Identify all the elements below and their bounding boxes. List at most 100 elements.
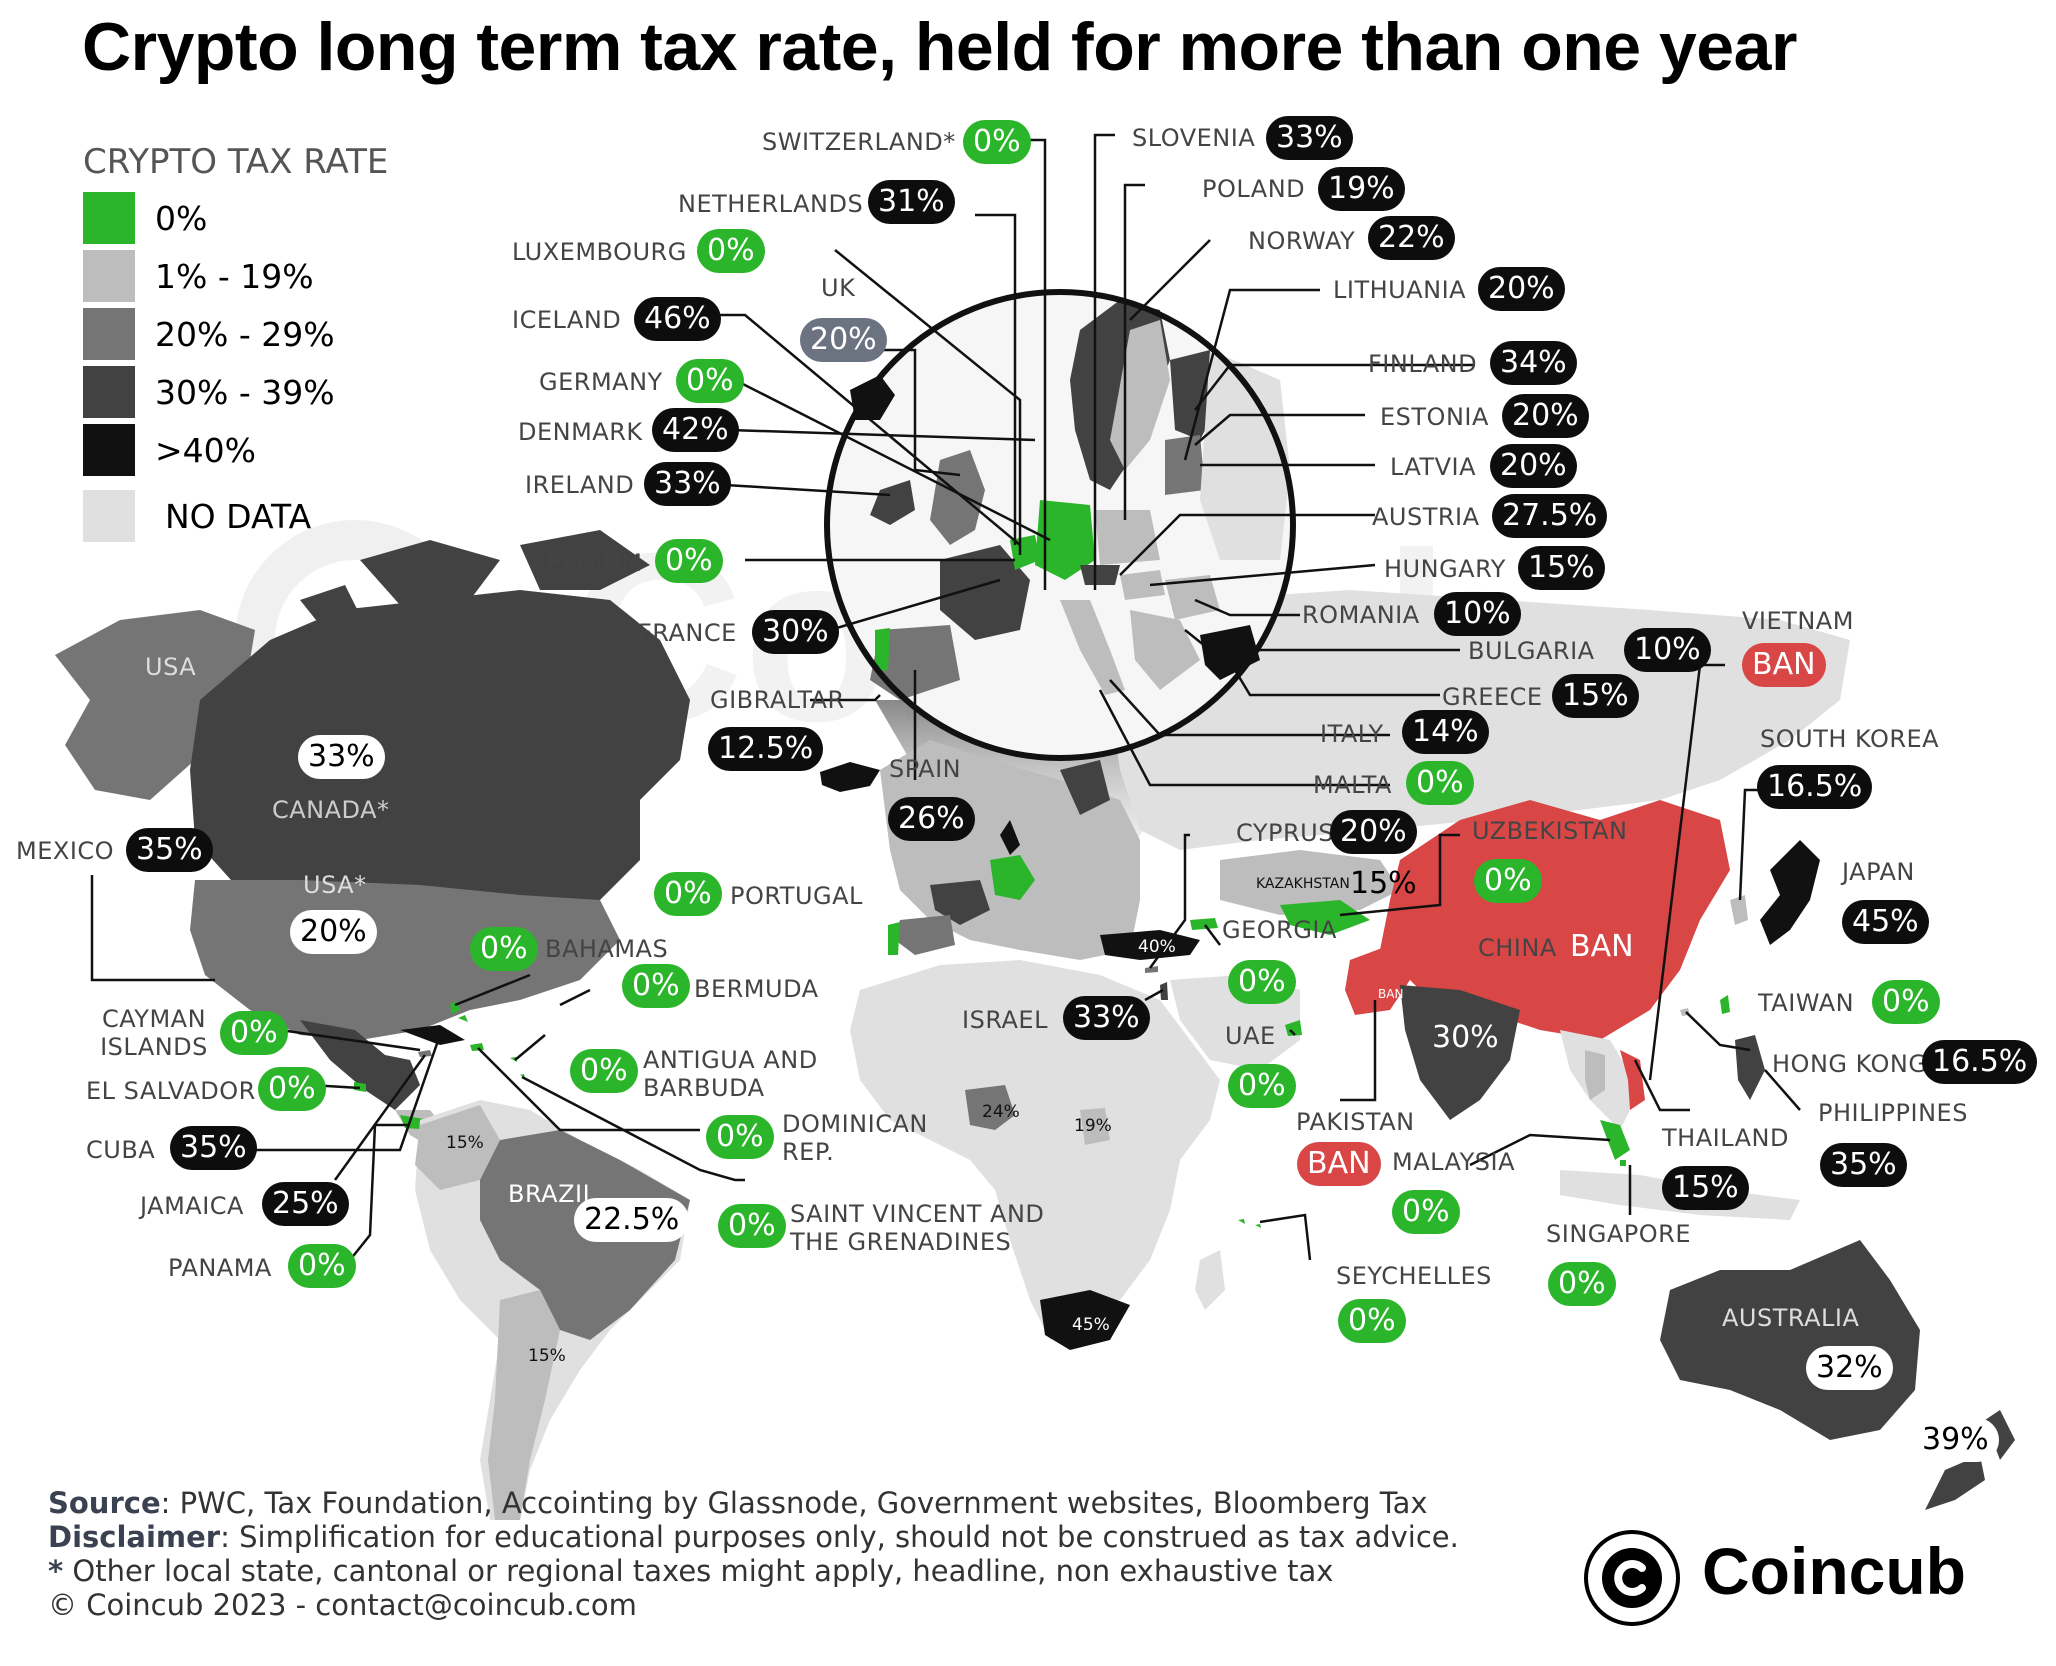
label-israel-name: ISRAEL [962,1006,1048,1034]
label-mexico-rate: 35% [126,828,213,872]
country-argentina [488,1290,560,1520]
label-antigua-name: ANTIGUA AND BARBUDA [643,1046,818,1102]
label-finland-name: FINLAND [1368,350,1478,378]
label-thailand-name: THAILAND [1662,1124,1789,1152]
label-georgia-rate: 0% [1228,960,1296,1004]
inset-romania [1165,575,1220,620]
legend-item-4: >40% [83,424,256,476]
country-nigeria [965,1085,1015,1130]
label-israel-rate: 33% [1063,996,1150,1040]
country-singapore [1620,1160,1626,1166]
label-cyprus-rate: 20% [1330,810,1417,854]
label-saint-vincent-name: SAINT VINCENT AND THE GRENADINES [790,1200,1045,1256]
label-spain-rate: 26% [888,797,975,841]
leader-denmark [729,428,1036,442]
label-saint-vincent-rate: 0% [718,1204,786,1248]
country-mexico [225,975,420,1110]
country-philippines [1735,1035,1765,1100]
footer-note-text: Other local state, cantonal or regional … [63,1554,1334,1588]
country-uae [1285,1020,1302,1036]
canada-islands [300,530,650,625]
country-china [1380,800,1730,1040]
region-africa [850,960,1220,1340]
leader-panama [349,1123,410,1261]
label-italy-name: ITALY [1320,720,1384,748]
leader-iceland [710,313,1021,546]
label-denmark-name: DENMARK [518,418,643,446]
legend-label: 30% - 39% [155,372,335,412]
footer-disclaimer-label: Disclaimer [48,1520,221,1554]
label-poland-rate: 19% [1318,167,1405,211]
legend-swatch [83,192,135,244]
country-kazakhstan [1220,850,1400,915]
label-cayman-name: CAYMAN ISLANDS [100,1005,208,1061]
legend-label: 1% - 19% [155,256,314,296]
label-south-africa-rate: 45% [1072,1315,1110,1335]
label-canada-rate: 33% [298,735,385,779]
page-title: Crypto long term tax rate, held for more… [82,9,1797,85]
label-lithuania-rate: 20% [1478,267,1565,311]
leader-greece [1233,669,1440,697]
leader-slovenia [1093,133,1115,590]
country-seychelles [1238,1219,1261,1228]
label-south-korea-name: SOUTH KOREA [1760,725,1940,753]
leader-south-korea [1738,788,1760,901]
label-usa-alaska: USA [145,653,197,681]
leader-antigua [514,1034,546,1061]
label-vietnam-name: VIETNAM [1742,607,1854,635]
label-gibraltar-rate: 12.5% [708,727,824,771]
label-nigeria-rate: 24% [982,1102,1020,1122]
country-jamaica [418,1050,432,1057]
label-austria-rate: 27.5% [1492,494,1608,538]
label-mexico-name: MEXICO [16,837,115,865]
label-kazakhstan-rate: 15% [1350,866,1417,901]
label-slovenia-name: SLOVENIA [1132,124,1256,152]
label-india-rate: 30% [1432,1020,1499,1055]
leader-switzerland [1030,138,1047,590]
leader-uk [880,348,961,477]
label-hong-kong-name: HONG KONG [1772,1050,1928,1078]
country-portugal-main [888,922,900,955]
label-hungary-rate: 15% [1518,546,1605,590]
label-belgium-rate: 0% [655,539,723,583]
leader-cuba [255,1034,442,1152]
label-singapore-rate: 0% [1548,1262,1616,1306]
label-el-salvador-name: EL SALVADOR [86,1077,256,1105]
label-latvia-rate: 20% [1490,444,1577,488]
leader-poland [1123,183,1145,520]
leader-malta [1098,689,1390,787]
label-greece-rate: 15% [1552,674,1639,718]
label-argentina-rate: 15% [528,1346,566,1366]
label-bahamas-rate: 0% [470,927,538,971]
inset-portugal [875,628,890,672]
inset-poland [1095,510,1160,565]
inset-hungary [1120,570,1165,600]
country-iceland [820,762,880,792]
coincub-logo-text: Coincub [1702,1534,1966,1608]
label-uk-rate: 20% [800,318,887,362]
label-jamaica-rate: 25% [262,1182,349,1226]
label-bermuda-rate: 0% [622,964,690,1008]
label-australia-name: AUSTRALIA [1722,1304,1860,1332]
label-malaysia-rate: 0% [1392,1190,1460,1234]
leader-bulgaria [1184,629,1460,652]
label-africa-mid-rate: 19% [1074,1116,1112,1136]
inset-ireland [870,480,915,525]
country-israel [1160,982,1168,1000]
legend-item-3: 30% - 39% [83,366,335,418]
label-ireland-rate: 33% [644,462,731,506]
label-slovenia-rate: 33% [1266,116,1353,160]
country-australia [1660,1240,1920,1440]
label-australia-rate: 32% [1806,1346,1893,1390]
label-taiwan-name: TAIWAN [1758,989,1855,1017]
leader-georgia [1204,924,1221,946]
label-south-korea-rate: 16.5% [1757,765,1873,809]
country-pakistan [1345,945,1410,1015]
europe-inset [850,300,1290,700]
legend-swatch [83,250,135,302]
label-cayman-rate: 0% [220,1011,288,1055]
leader-mexico [90,875,215,982]
country-norway-main [1060,760,1110,815]
label-norway-name: NORWAY [1248,227,1356,255]
country-spain-main [895,915,955,955]
